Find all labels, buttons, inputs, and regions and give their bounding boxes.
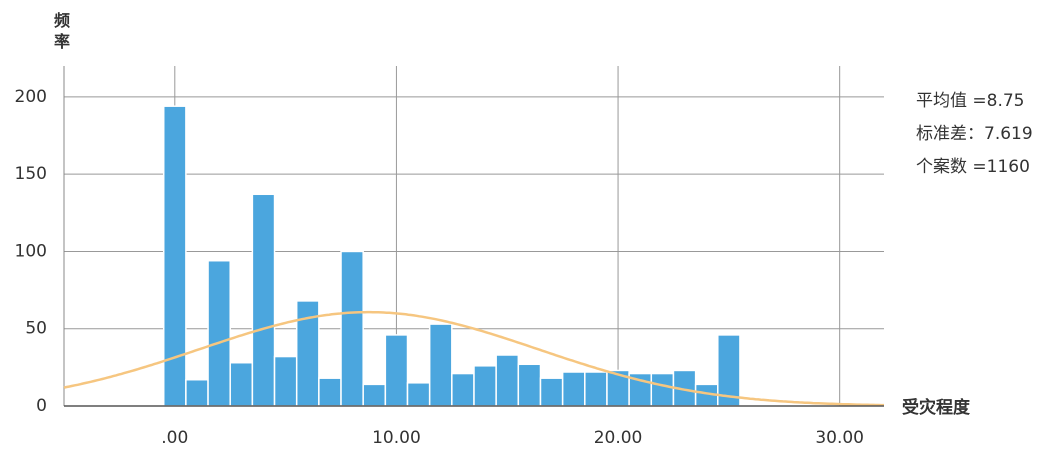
normal-curve	[63, 310, 884, 407]
bar	[251, 193, 276, 407]
y-tick-label: 200	[15, 87, 47, 107]
stat-label: 标准差：7.619	[916, 124, 1033, 144]
bar	[273, 355, 298, 407]
bar	[451, 372, 475, 407]
bar	[428, 323, 453, 407]
y-tick-label: 150	[15, 164, 47, 184]
bar	[229, 361, 254, 407]
bar	[539, 377, 564, 407]
bar	[384, 334, 409, 407]
stat-label: 平均值 =8.75	[916, 91, 1025, 111]
y-axis-label: 频率	[54, 11, 70, 51]
bar	[650, 372, 675, 407]
bar	[362, 383, 387, 407]
bar	[406, 382, 431, 407]
bar	[473, 365, 497, 407]
x-axis-label: 受灾程度	[902, 397, 971, 418]
x-tick-label: .00	[161, 428, 188, 448]
bar	[207, 259, 231, 407]
y-tick-label: 50	[25, 319, 47, 339]
bar	[185, 378, 209, 407]
y-tick-label: 0	[36, 396, 47, 416]
x-tick-label: 20.00	[594, 428, 643, 448]
bar	[318, 377, 342, 407]
bar	[561, 371, 586, 407]
y-tick-label: 100	[15, 241, 47, 261]
bar	[584, 371, 608, 407]
bar	[517, 363, 542, 407]
x-tick-label: 10.00	[372, 428, 421, 448]
bar	[495, 354, 520, 407]
stat-label: 个案数 =1160	[916, 157, 1030, 177]
x-tick-label: 30.00	[815, 428, 864, 448]
bar	[340, 250, 364, 407]
